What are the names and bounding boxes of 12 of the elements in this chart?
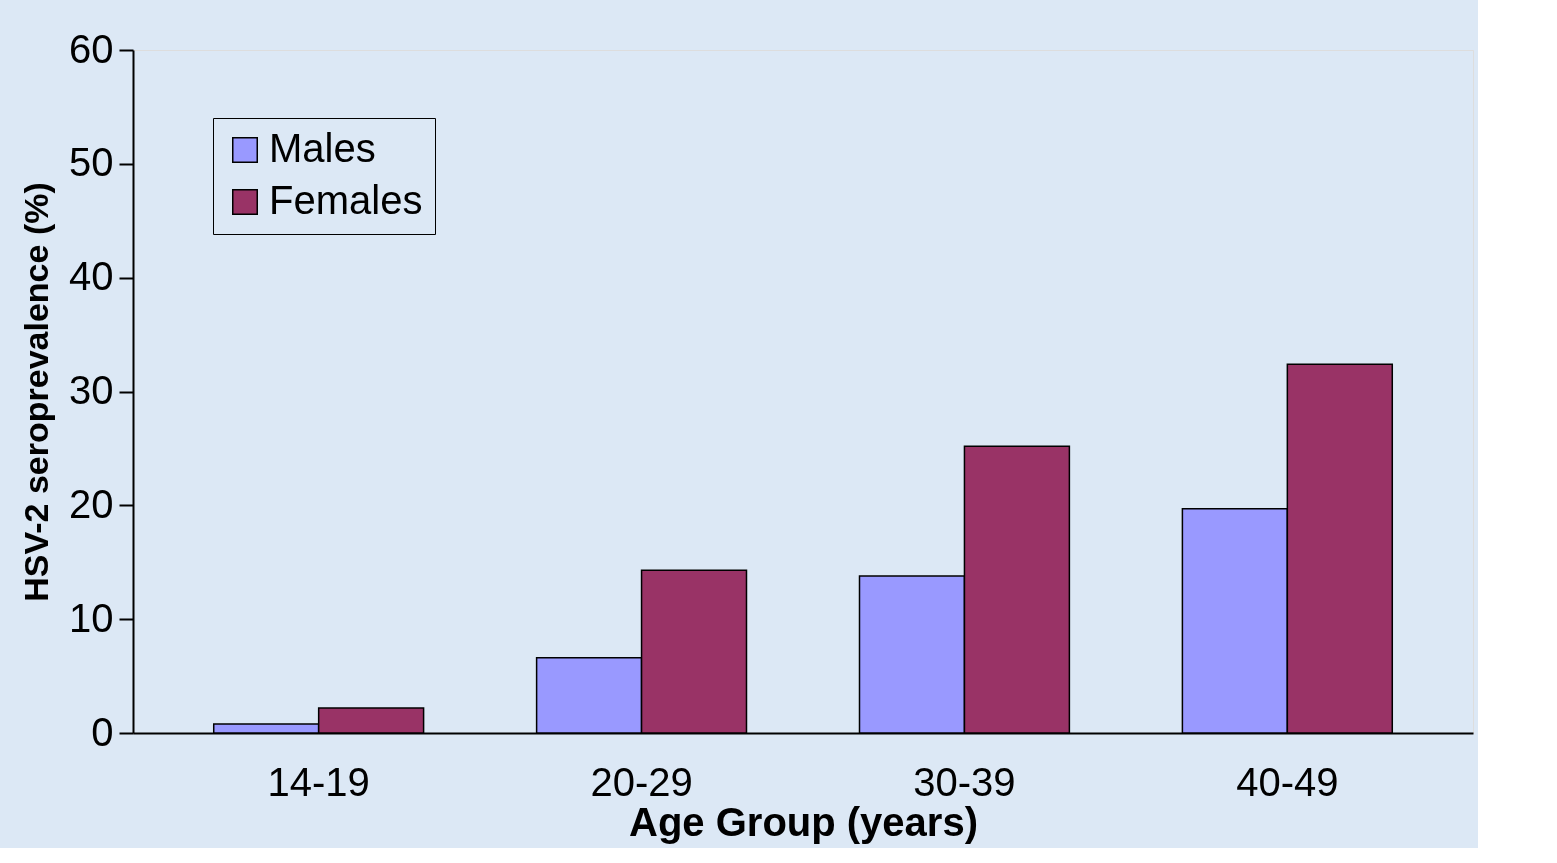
y-tick-label: 30 bbox=[69, 368, 114, 412]
x-tick-label: 14-19 bbox=[267, 759, 370, 804]
x-tick-label: 40-49 bbox=[1236, 759, 1339, 804]
y-tick-label: 50 bbox=[69, 140, 114, 185]
legend-label: Males bbox=[269, 126, 376, 170]
y-axis-title: HSV-2 seroprevalence (%) bbox=[17, 182, 56, 602]
y-tick-label: 60 bbox=[69, 26, 114, 71]
y-tick-label: 10 bbox=[69, 595, 114, 640]
y-tick-label: 40 bbox=[69, 254, 114, 299]
y-tick-label: 20 bbox=[69, 481, 114, 526]
legend-label: Females bbox=[269, 178, 423, 222]
y-tick-label: 0 bbox=[91, 709, 114, 754]
